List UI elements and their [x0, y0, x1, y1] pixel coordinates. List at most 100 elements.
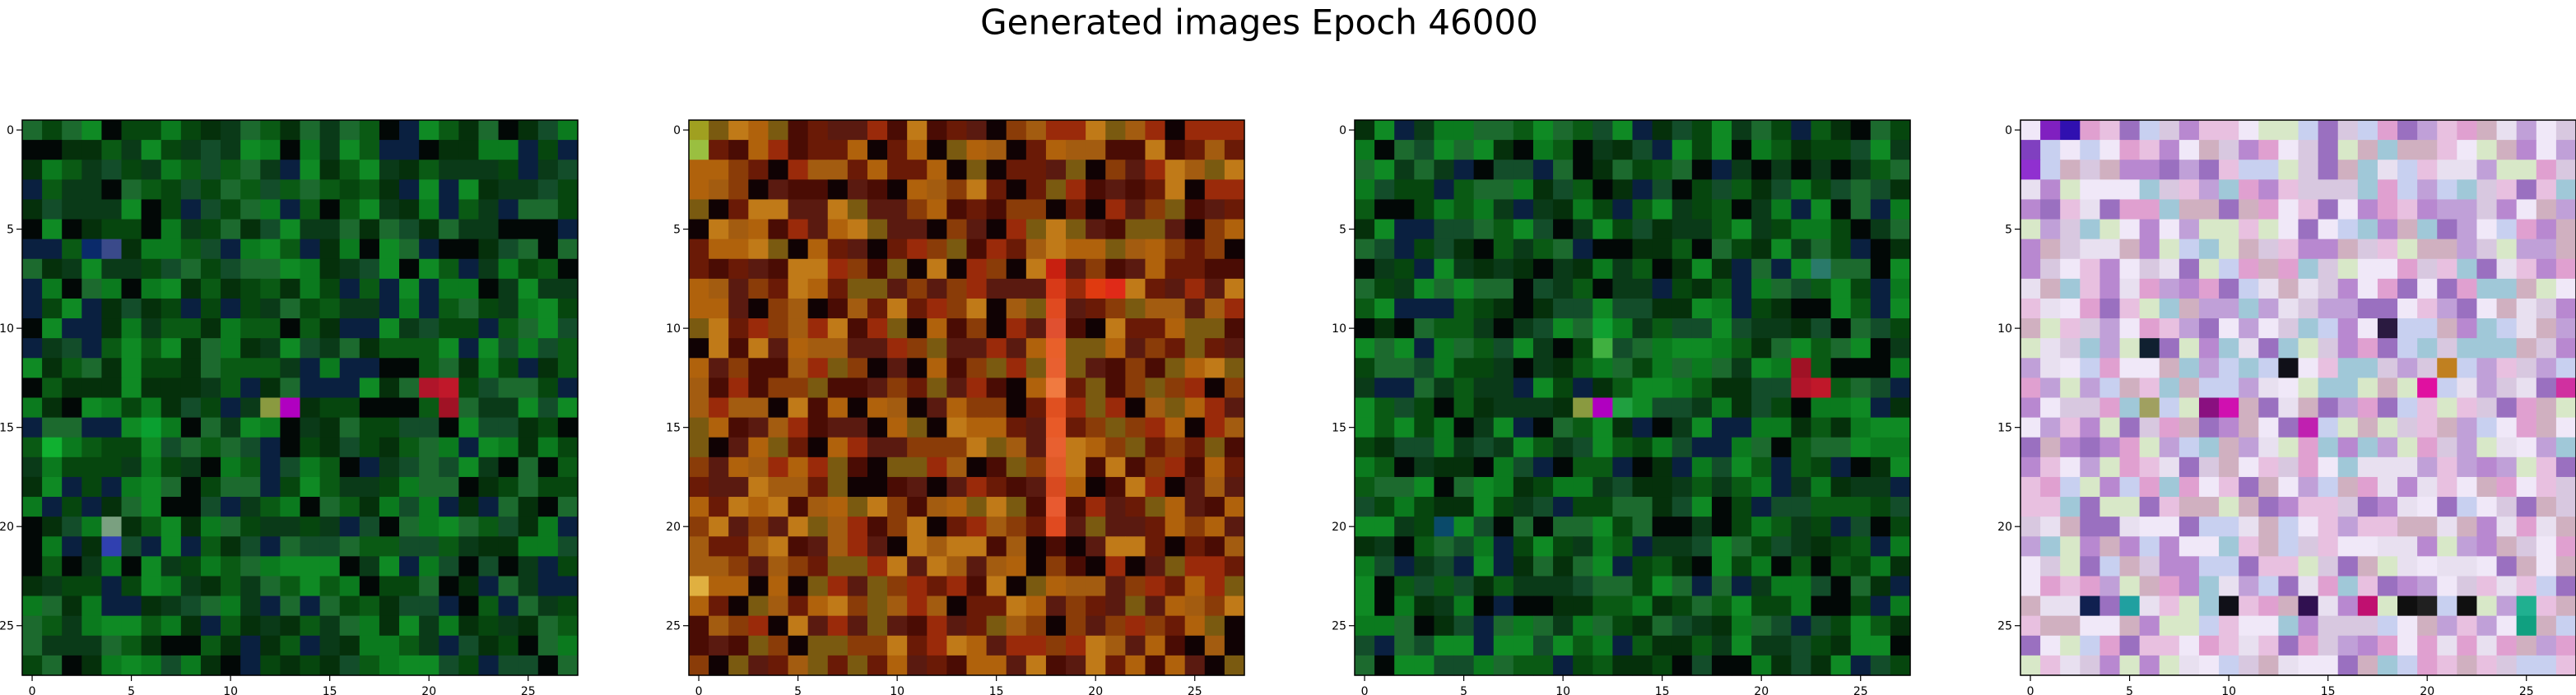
pixel-cell [1224, 595, 1245, 617]
pixel-cell [101, 258, 123, 280]
pixel-cell [240, 338, 261, 359]
pixel-cell [2357, 140, 2378, 160]
pixel-cell [81, 239, 103, 260]
pixel-cell [1006, 298, 1027, 319]
pixel-cell [2337, 497, 2359, 517]
pixel-cell [1394, 239, 1415, 260]
pixel-cell [1672, 179, 1693, 201]
pixel-cell [62, 397, 82, 419]
pixel-cell [518, 120, 539, 141]
pixel-cell [2357, 318, 2378, 339]
pixel-cell [300, 615, 321, 637]
pixel-cell [537, 595, 559, 617]
pixel-cell [946, 258, 968, 280]
pixel-cell [788, 160, 809, 180]
pixel-cell [689, 655, 709, 676]
pixel-cell [1711, 120, 1732, 141]
pixel-cell [1434, 298, 1455, 319]
pixel-cell [1632, 456, 1653, 478]
pixel-cell [379, 417, 400, 438]
pixel-cell [141, 318, 162, 339]
pixel-cell [1374, 338, 1395, 359]
pixel-cell [2198, 497, 2220, 517]
pixel-cell [2555, 160, 2576, 180]
pixel-cell [2080, 615, 2101, 637]
pixel-cell [1771, 258, 1792, 280]
pixel-cell [966, 536, 988, 557]
pixel-cell [2437, 318, 2457, 339]
pixel-cell [81, 417, 103, 438]
pixel-cell [200, 595, 221, 617]
pixel-cell [2060, 140, 2081, 160]
pixel-cell [1204, 517, 1225, 537]
pixel-cell [1473, 536, 1495, 557]
pixel-cell [1204, 497, 1225, 517]
pixel-cell [537, 456, 559, 478]
pixel-cell [557, 338, 579, 359]
pixel-cell [2318, 298, 2339, 319]
pixel-cell [2020, 120, 2041, 141]
pixel-cell [2318, 140, 2339, 160]
pixel-cell [81, 298, 103, 319]
pixel-cell [2536, 615, 2557, 637]
pixel-cell [2099, 378, 2121, 399]
pixel-cell [2060, 497, 2081, 517]
pixel-cell [1086, 239, 1106, 260]
pixel-cell [319, 615, 341, 637]
pixel-cell [1593, 576, 1613, 597]
pixel-cell [221, 378, 241, 399]
pixel-cell [2040, 298, 2061, 319]
pixel-cell [1025, 318, 1047, 339]
pixel-cell [946, 437, 968, 458]
pixel-cell [2239, 358, 2259, 378]
pixel-cell [2318, 536, 2339, 557]
pixel-cell [478, 199, 500, 220]
pixel-cell [2417, 358, 2438, 378]
pixel-cell [2139, 358, 2160, 378]
pixel-cell [728, 476, 749, 498]
pixel-cell [2258, 595, 2279, 617]
pixel-cell [2239, 517, 2259, 537]
pixel-cell [2457, 318, 2478, 339]
pixel-cell [1652, 219, 1673, 240]
pixel-cell [2040, 239, 2061, 260]
pixel-cell [379, 219, 400, 240]
pixel-cell [160, 655, 182, 676]
pixel-cell [319, 397, 341, 419]
pixel-cell [2119, 298, 2141, 319]
pixel-cell [1791, 417, 1812, 438]
pixel-cell [1025, 437, 1047, 458]
pixel-cell [1890, 576, 1911, 597]
pixel-cell [946, 219, 968, 240]
pixel-cell [907, 517, 928, 537]
pixel-cell [458, 219, 480, 240]
pixel-cell [2040, 160, 2061, 180]
pixel-cell [2377, 417, 2398, 438]
pixel-cell [141, 179, 162, 201]
pixel-cell [2278, 278, 2299, 299]
pixel-cell [2397, 239, 2418, 260]
pixel-cell [1672, 417, 1693, 438]
pixel-cell [2496, 476, 2518, 498]
pixel-cell [867, 358, 888, 378]
pixel-cell [2099, 497, 2121, 517]
pixel-cell [200, 476, 221, 498]
pixel-cell [1751, 497, 1772, 517]
pixel-cell [1434, 120, 1455, 141]
pixel-cell [141, 239, 162, 260]
pixel-cell [121, 239, 142, 260]
pixel-cell [2457, 615, 2478, 637]
pixel-cell [2496, 239, 2518, 260]
pixel-cell [807, 278, 829, 299]
pixel-cell [887, 456, 908, 478]
pixel-cell [1573, 417, 1593, 438]
pixel-cell [1830, 219, 1852, 240]
pixel-cell [22, 476, 43, 498]
pixel-cell [2357, 258, 2378, 280]
pixel-cell [2476, 476, 2498, 498]
pixel-cell [478, 378, 500, 399]
pixel-cell [2239, 298, 2259, 319]
pixel-cell [2099, 278, 2121, 299]
pixel-cell [141, 358, 162, 378]
pixel-cell [1493, 397, 1514, 419]
